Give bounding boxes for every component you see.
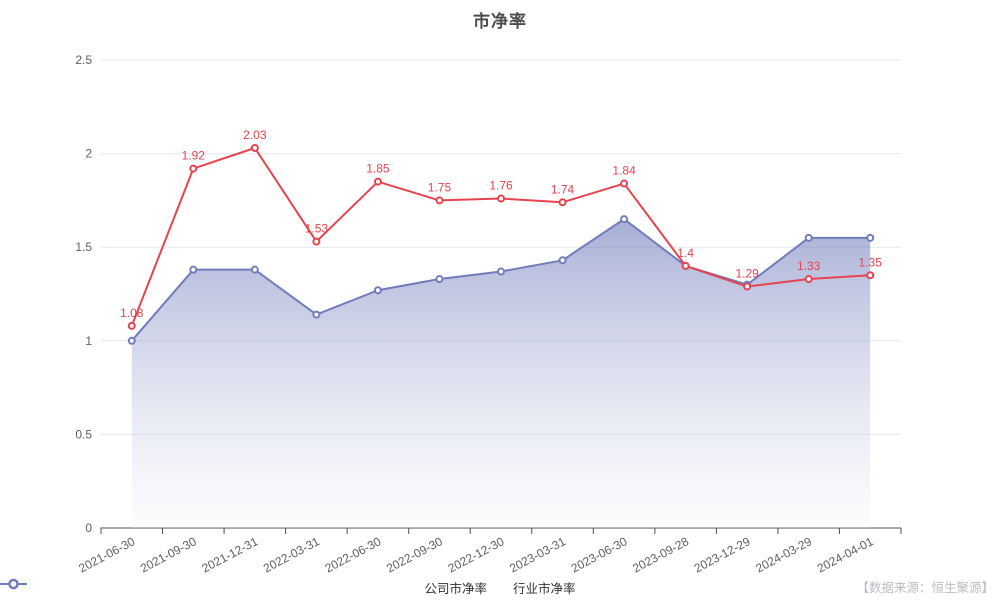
- legend-label-industry-pb: 行业市净率: [513, 582, 576, 596]
- data-source-note: 【数据来源：恒生聚源】: [856, 581, 994, 595]
- data-point-company-pb[interactable]: [312, 237, 321, 246]
- data-label-company-pb: 1.85: [366, 162, 390, 176]
- data-label-company-pb: 1.53: [305, 222, 329, 236]
- industry-area-fill: [131, 219, 871, 528]
- data-point-company-pb[interactable]: [866, 271, 875, 280]
- data-point-company-pb[interactable]: [681, 261, 690, 270]
- y-axis-label: 2.5: [75, 53, 92, 67]
- x-axis-label: 2024-04-01: [815, 534, 876, 575]
- data-label-company-pb: 1.74: [551, 182, 575, 196]
- data-label-company-pb: 1.35: [859, 255, 883, 269]
- data-point-company-pb[interactable]: [558, 198, 567, 207]
- data-label-company-pb: 1.76: [489, 179, 513, 193]
- data-point-industry-pb[interactable]: [497, 267, 505, 276]
- data-point-company-pb[interactable]: [189, 164, 198, 173]
- y-axis-label: 0: [85, 521, 92, 535]
- data-label-company-pb: 2.03: [243, 128, 267, 142]
- data-point-company-pb[interactable]: [804, 275, 813, 284]
- data-point-company-pb[interactable]: [373, 177, 382, 186]
- data-label-company-pb: 1.92: [182, 149, 206, 163]
- y-axis-label: 0.5: [75, 427, 92, 441]
- data-point-industry-pb[interactable]: [435, 275, 444, 284]
- data-point-industry-pb[interactable]: [804, 233, 813, 242]
- x-axis-label: 2023-03-31: [507, 534, 568, 575]
- x-axis-label: 2022-12-30: [446, 534, 507, 575]
- x-axis-label: 2023-12-29: [692, 534, 753, 575]
- data-label-company-pb: 1.33: [797, 259, 821, 273]
- legend-item-industry-pb[interactable]: 行业市净率: [0, 578, 576, 597]
- legend-marker-industry-icon: [0, 578, 27, 590]
- y-axis-label: 2: [85, 147, 92, 161]
- data-point-company-pb[interactable]: [250, 143, 259, 152]
- x-axis-label: 2022-06-30: [323, 534, 384, 575]
- data-point-industry-pb[interactable]: [373, 286, 382, 295]
- data-label-company-pb: 1.29: [735, 267, 759, 281]
- data-point-company-pb[interactable]: [743, 282, 752, 291]
- y-axis-label: 1.5: [75, 240, 92, 254]
- data-label-company-pb: 1.08: [120, 306, 144, 320]
- chart-title: 市净率: [473, 12, 527, 31]
- data-label-company-pb: 1.4: [677, 246, 694, 260]
- data-point-industry-pb[interactable]: [189, 265, 198, 274]
- x-axis-label: 2024-03-29: [753, 534, 814, 575]
- data-point-industry-pb[interactable]: [250, 265, 259, 274]
- legend-item-company-pb[interactable]: 公司市净率: [0, 578, 487, 597]
- x-axis-label: 2023-09-28: [630, 534, 691, 575]
- data-point-industry-pb[interactable]: [620, 215, 629, 224]
- chart-legend: 公司市净率 行业市净率: [0, 578, 1000, 597]
- y-axis-label: 1: [85, 334, 92, 348]
- legend-label-company-pb: 公司市净率: [424, 582, 487, 596]
- data-point-company-pb[interactable]: [497, 194, 505, 203]
- data-point-company-pb[interactable]: [620, 179, 629, 188]
- x-axis-label: 2021-09-30: [138, 534, 199, 575]
- data-label-company-pb: 1.75: [428, 180, 452, 194]
- data-label-company-pb: 1.84: [612, 164, 636, 178]
- x-axis-label: 2023-06-30: [569, 534, 630, 575]
- legend-marker-circle: [8, 578, 19, 590]
- x-axis-label: 2021-06-30: [76, 534, 137, 575]
- data-point-company-pb[interactable]: [435, 196, 444, 205]
- x-axis-label: 2022-03-31: [261, 534, 322, 575]
- x-axis-label: 2022-09-30: [384, 534, 445, 575]
- data-point-company-pb[interactable]: [127, 321, 136, 330]
- data-point-industry-pb[interactable]: [127, 336, 136, 345]
- data-point-industry-pb[interactable]: [558, 256, 567, 265]
- data-point-industry-pb[interactable]: [866, 233, 875, 242]
- x-axis-label: 2021-12-31: [199, 534, 260, 575]
- data-point-industry-pb[interactable]: [312, 310, 321, 319]
